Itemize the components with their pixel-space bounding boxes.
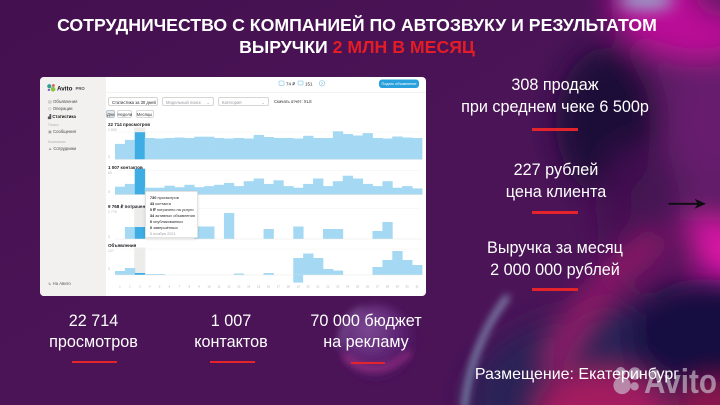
svg-text:PRO: PRO [75,86,85,91]
svg-text:Avito: Avito [644,363,717,401]
svg-text:12: 12 [227,285,231,289]
svg-text:3: 3 [139,285,141,289]
svg-text:?: ? [321,81,324,86]
svg-text:9: 9 [198,285,200,289]
svg-text:17: 17 [277,285,281,289]
svg-text:27: 27 [376,285,380,289]
svg-text:23: 23 [336,285,340,289]
svg-text:Подать объявление: Подать объявление [382,82,417,86]
svg-text:30: 30 [406,285,410,289]
svg-text:13: 13 [237,285,241,289]
svg-text:11: 11 [217,285,220,289]
svg-text:28: 28 [386,285,390,289]
svg-text:5: 5 [159,285,161,289]
svg-text:74 ₽: 74 ₽ [286,81,296,86]
svg-text:16: 16 [267,285,271,289]
svg-text:18: 18 [287,285,291,289]
svg-text:1: 1 [119,285,121,289]
svg-text:25: 25 [356,285,360,289]
svg-text:22: 22 [326,285,330,289]
svg-text:20: 20 [307,285,311,289]
svg-text:14: 14 [247,285,251,289]
svg-text:15: 15 [257,285,261,289]
svg-text:6: 6 [169,285,171,289]
svg-text:Avito: Avito [57,85,73,92]
svg-text:4: 4 [149,285,151,289]
svg-text:19: 19 [297,285,301,289]
svg-text:26: 26 [366,285,370,289]
svg-text:10: 10 [207,285,211,289]
svg-text:2: 2 [129,285,131,289]
svg-text:31: 31 [415,285,419,289]
svg-text:8: 8 [188,285,190,289]
svg-text:21: 21 [316,285,320,289]
svg-text:151: 151 [305,81,313,86]
svg-text:29: 29 [396,285,400,289]
svg-text:7: 7 [179,285,181,289]
svg-text:24: 24 [346,285,350,289]
